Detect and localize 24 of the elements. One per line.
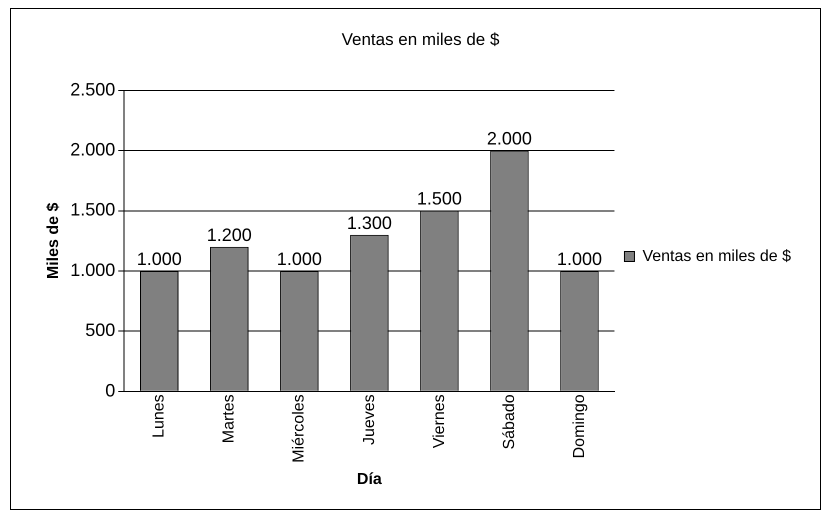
data-label: 2.000 <box>486 128 532 149</box>
x-tick-label: Lunes <box>150 394 168 438</box>
legend-label: Ventas en miles de $ <box>642 248 792 265</box>
data-label: 1.000 <box>136 248 182 269</box>
y-tick-label: 500 <box>85 320 116 340</box>
data-label: 1.300 <box>346 212 392 233</box>
y-tick-label: 0 <box>105 380 116 400</box>
y-axis-title: Miles de $ <box>45 202 62 280</box>
x-axis-title: Día <box>356 470 382 488</box>
y-tick-label: 2.500 <box>70 79 116 100</box>
data-label: 1.500 <box>416 188 462 209</box>
x-tick-label: Viernes <box>430 394 448 448</box>
chart-title: Ventas en miles de $ <box>342 30 500 49</box>
x-tick-label: Domingo <box>570 394 588 458</box>
data-label: 1.000 <box>556 248 602 269</box>
x-tick-label: Martes <box>220 394 238 444</box>
x-tick-label: Sábado <box>500 394 518 450</box>
y-tick-label: 1.000 <box>70 260 116 280</box>
x-tick-label: Miércoles <box>290 394 308 463</box>
y-tick-label: 2.000 <box>70 140 116 160</box>
data-label: 1.000 <box>276 248 322 269</box>
data-label: 1.200 <box>206 224 252 245</box>
x-tick-label: Jueves <box>360 394 378 446</box>
y-tick-label: 1.500 <box>70 200 116 220</box>
